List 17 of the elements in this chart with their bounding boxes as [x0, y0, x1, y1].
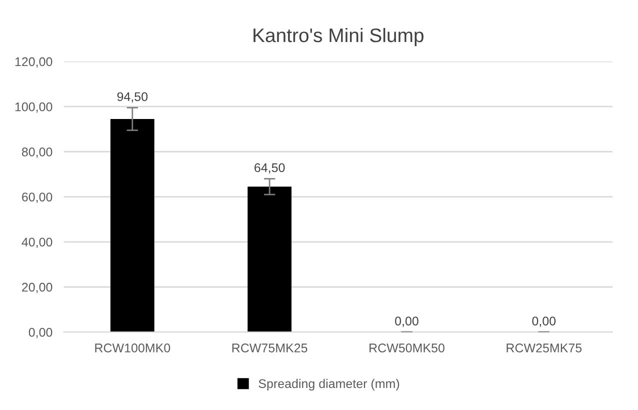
y-tick-label: 120,00: [15, 57, 52, 68]
data-label: 94,50: [117, 92, 148, 103]
y-tick-label: 80,00: [22, 148, 52, 158]
x-tick-label: RCW50MK50: [370, 344, 444, 352]
y-tick-label: 20,00: [22, 282, 52, 294]
x-tick-label: RCW75MK25: [232, 344, 308, 352]
legend-label: Spreading diameter (mm): [258, 378, 400, 391]
x-tick-label: RCW100MK0: [95, 344, 170, 352]
y-tick-label: 100,00: [15, 102, 52, 113]
y-tick-label: 60,00: [22, 192, 52, 203]
data-label: 64,50: [254, 163, 285, 174]
y-tick-label: 0,00: [28, 328, 52, 338]
y-tick-label: 40,00: [22, 238, 52, 248]
chart-title: Kantro's Mini Slump: [254, 28, 424, 46]
data-label: 0,00: [395, 316, 418, 327]
data-label: 0,00: [532, 316, 556, 327]
x-tick-label: RCW25MK75: [506, 344, 582, 352]
